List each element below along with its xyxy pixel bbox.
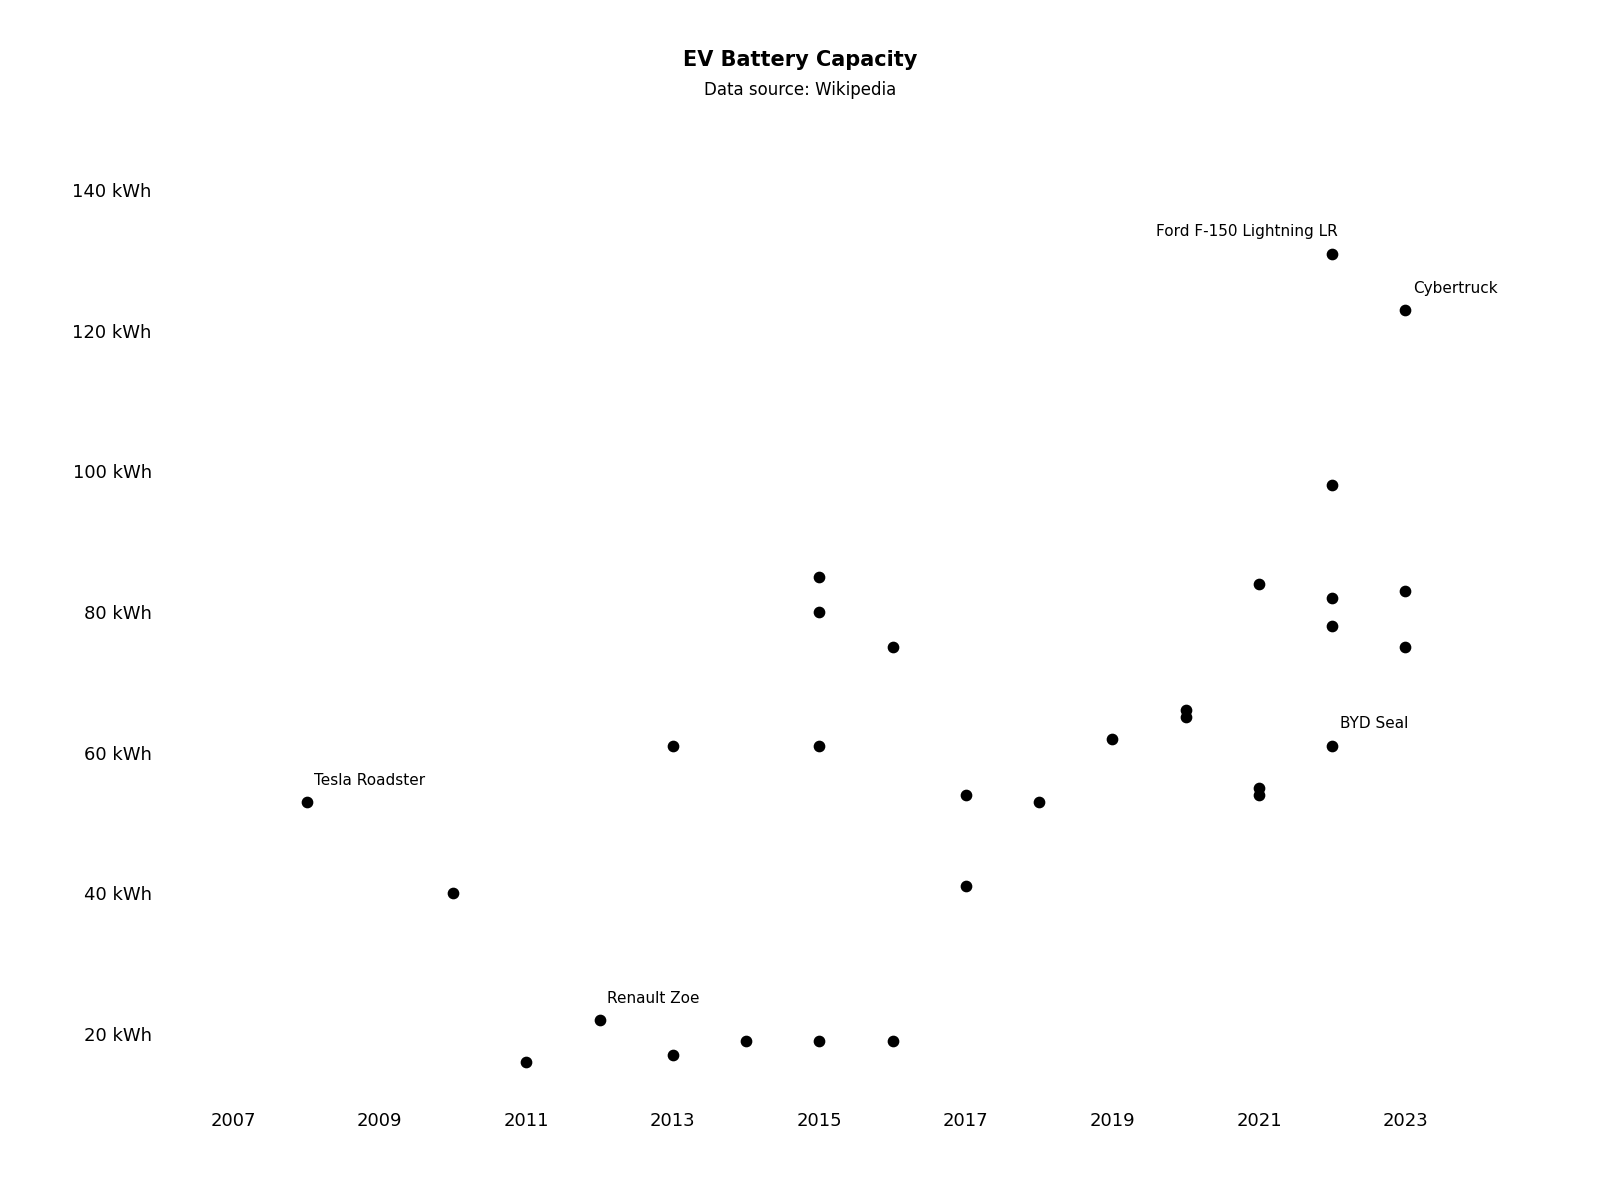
Point [587, 1010, 613, 1030]
Point [806, 602, 832, 622]
Point [1320, 736, 1346, 755]
Point [954, 785, 979, 804]
Point [1173, 708, 1198, 727]
Point [440, 883, 466, 902]
Point [1392, 581, 1418, 600]
Point [1320, 617, 1346, 636]
Point [880, 637, 906, 656]
Point [954, 876, 979, 895]
Text: EV Battery Capacity: EV Battery Capacity [683, 50, 917, 70]
Text: Tesla Roadster: Tesla Roadster [314, 773, 426, 787]
Point [806, 736, 832, 755]
Point [1099, 728, 1125, 748]
Point [514, 1052, 539, 1072]
Point [806, 568, 832, 587]
Point [294, 792, 320, 811]
Text: Data source: Wikipedia: Data source: Wikipedia [704, 80, 896, 98]
Text: Cybertruck: Cybertruck [1413, 281, 1498, 295]
Point [661, 736, 686, 755]
Point [1246, 785, 1272, 804]
Point [1173, 701, 1198, 720]
Text: Renault Zoe: Renault Zoe [606, 991, 699, 1006]
Point [733, 1031, 758, 1050]
Point [661, 1045, 686, 1064]
Text: BYD Seal: BYD Seal [1339, 716, 1408, 732]
Point [1320, 476, 1346, 496]
Point [1026, 792, 1051, 811]
Point [1392, 300, 1418, 319]
Point [1246, 575, 1272, 594]
Text: Ford F-150 Lightning LR: Ford F-150 Lightning LR [1157, 224, 1338, 240]
Point [1320, 244, 1346, 263]
Point [1320, 588, 1346, 607]
Point [880, 1031, 906, 1050]
Point [806, 1031, 832, 1050]
Point [1392, 637, 1418, 656]
Point [1246, 778, 1272, 797]
